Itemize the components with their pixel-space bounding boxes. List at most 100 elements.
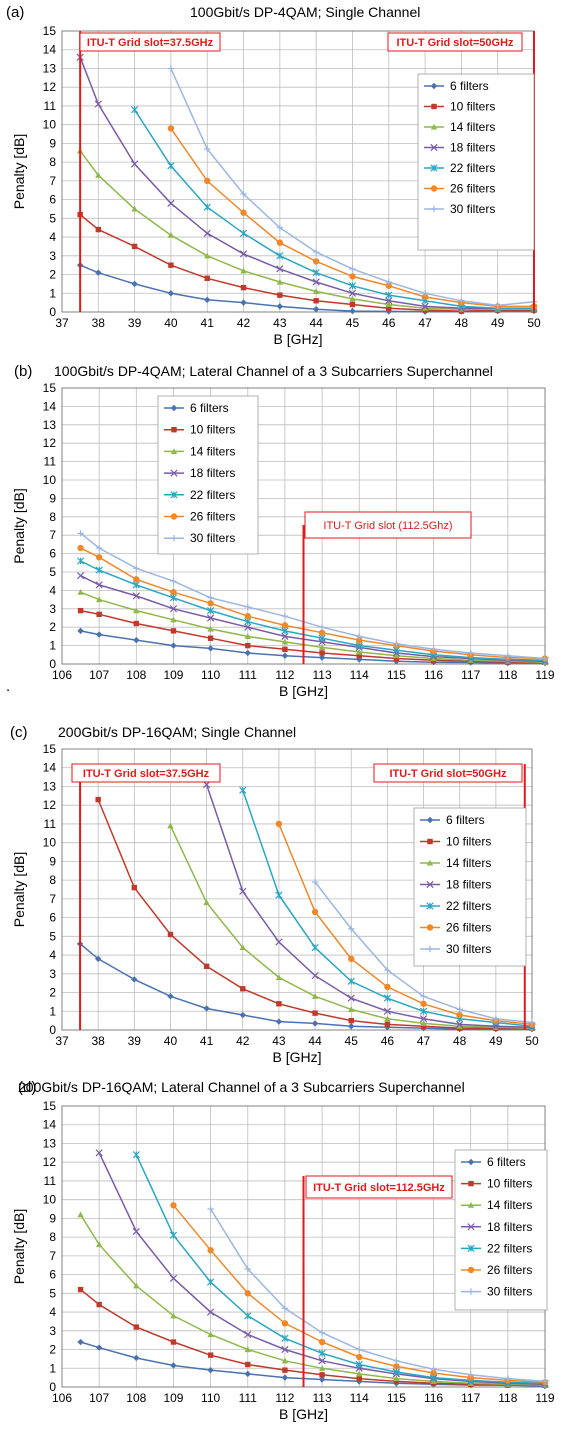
legend-marker — [430, 123, 438, 130]
data-point — [430, 1378, 437, 1384]
series-line — [135, 1154, 546, 1385]
data-point — [94, 955, 102, 963]
x-tick-label: 113 — [313, 1391, 332, 1405]
legend-marker — [426, 859, 434, 866]
data-point — [393, 1357, 400, 1364]
y-tick-label: 9 — [49, 1211, 56, 1225]
x-tick-label: 50 — [525, 1034, 539, 1048]
data-point — [133, 636, 140, 644]
data-point — [318, 634, 326, 642]
data-point — [130, 106, 139, 114]
y-tick-label: 3 — [49, 967, 56, 981]
panel-label: (c) — [10, 724, 28, 741]
data-point — [95, 1241, 103, 1248]
data-point — [244, 623, 252, 631]
data-point — [356, 1346, 363, 1353]
y-tick-label: 7 — [49, 174, 56, 188]
data-point — [167, 993, 174, 1000]
data-point — [282, 646, 288, 652]
data-point — [276, 303, 284, 310]
y-tick-label: 2 — [49, 620, 56, 634]
y-tick-label: 15 — [43, 381, 57, 395]
data-point — [276, 1001, 282, 1007]
data-point — [167, 290, 175, 297]
data-point — [356, 633, 363, 640]
legend-marker — [430, 185, 438, 192]
legend-marker — [426, 945, 434, 953]
y-tick-label: 0 — [49, 1023, 56, 1037]
data-point — [356, 653, 362, 659]
legend-label: 26 filters — [190, 510, 235, 524]
data-point — [170, 642, 177, 649]
data-point — [318, 1376, 326, 1383]
data-point — [94, 100, 102, 108]
data-point — [239, 229, 248, 237]
data-point — [131, 884, 138, 891]
legend-marker — [426, 924, 434, 931]
legend-label: 14 filters — [190, 444, 235, 458]
data-point — [385, 291, 393, 299]
x-tick-label: 42 — [236, 1034, 250, 1048]
data-point — [133, 607, 140, 614]
legend-label: 18 filters — [190, 466, 235, 480]
data-point — [203, 1005, 210, 1012]
data-point — [348, 955, 355, 963]
data-point — [347, 994, 355, 1002]
data-point — [240, 284, 247, 291]
data-point — [348, 282, 357, 290]
x-tick-label: 106 — [52, 1391, 72, 1405]
y-tick-label: 7 — [49, 528, 56, 542]
x-tick-label: 44 — [309, 316, 323, 330]
data-point — [276, 278, 284, 285]
data-point — [504, 652, 512, 659]
x-tick-label: 116 — [424, 668, 443, 682]
series-line — [205, 784, 533, 1028]
y-tick-label: 8 — [49, 510, 56, 524]
data-point — [95, 631, 103, 638]
legend-marker — [467, 1266, 475, 1274]
data-point — [275, 938, 283, 946]
data-point — [131, 243, 138, 250]
data-point — [348, 1017, 354, 1024]
grid-slot-label: ITU-T Grid slot (112.5Ghz) — [323, 520, 452, 532]
legend-marker — [427, 838, 433, 845]
data-point — [170, 1339, 177, 1345]
data-point — [318, 629, 326, 636]
y-tick-label: 12 — [43, 1155, 57, 1169]
data-point — [311, 908, 319, 916]
data-point — [348, 1006, 355, 1012]
y-tick-label: 12 — [43, 80, 57, 94]
legend-marker — [430, 164, 438, 172]
data-point — [275, 1018, 283, 1025]
data-point — [77, 627, 84, 635]
x-tick-label: 50 — [527, 316, 541, 330]
data-point — [393, 640, 400, 647]
x-axis-title: B [GHz] — [273, 331, 322, 347]
data-point — [77, 607, 84, 614]
y-tick-label: 14 — [43, 399, 57, 413]
x-tick-label: 37 — [55, 316, 69, 330]
series-line — [209, 1208, 546, 1383]
data-point — [133, 620, 140, 627]
x-tick-label: 115 — [387, 668, 406, 682]
legend-label: 14 filters — [446, 856, 491, 870]
data-point — [458, 297, 465, 304]
y-tick-label: 13 — [43, 1136, 57, 1150]
legend-label: 14 filters — [487, 1198, 532, 1212]
data-point — [244, 1265, 251, 1273]
x-tick-label: 46 — [382, 316, 396, 330]
data-point — [311, 993, 319, 999]
data-point — [393, 1375, 400, 1382]
chart-panel: (a) 100Gbit/s DP-4QAM; Single Channel0123… — [6, 4, 541, 347]
legend-label: 18 filters — [450, 141, 495, 155]
data-point — [170, 1202, 177, 1209]
y-tick-label: 12 — [43, 436, 57, 450]
x-tick-label: 41 — [201, 316, 215, 330]
x-tick-label: 118 — [498, 668, 517, 682]
data-point — [313, 298, 319, 304]
data-point — [430, 1366, 437, 1373]
data-point — [541, 655, 549, 662]
data-point — [240, 190, 247, 198]
data-point — [167, 125, 175, 132]
y-tick-label: 10 — [43, 473, 57, 487]
